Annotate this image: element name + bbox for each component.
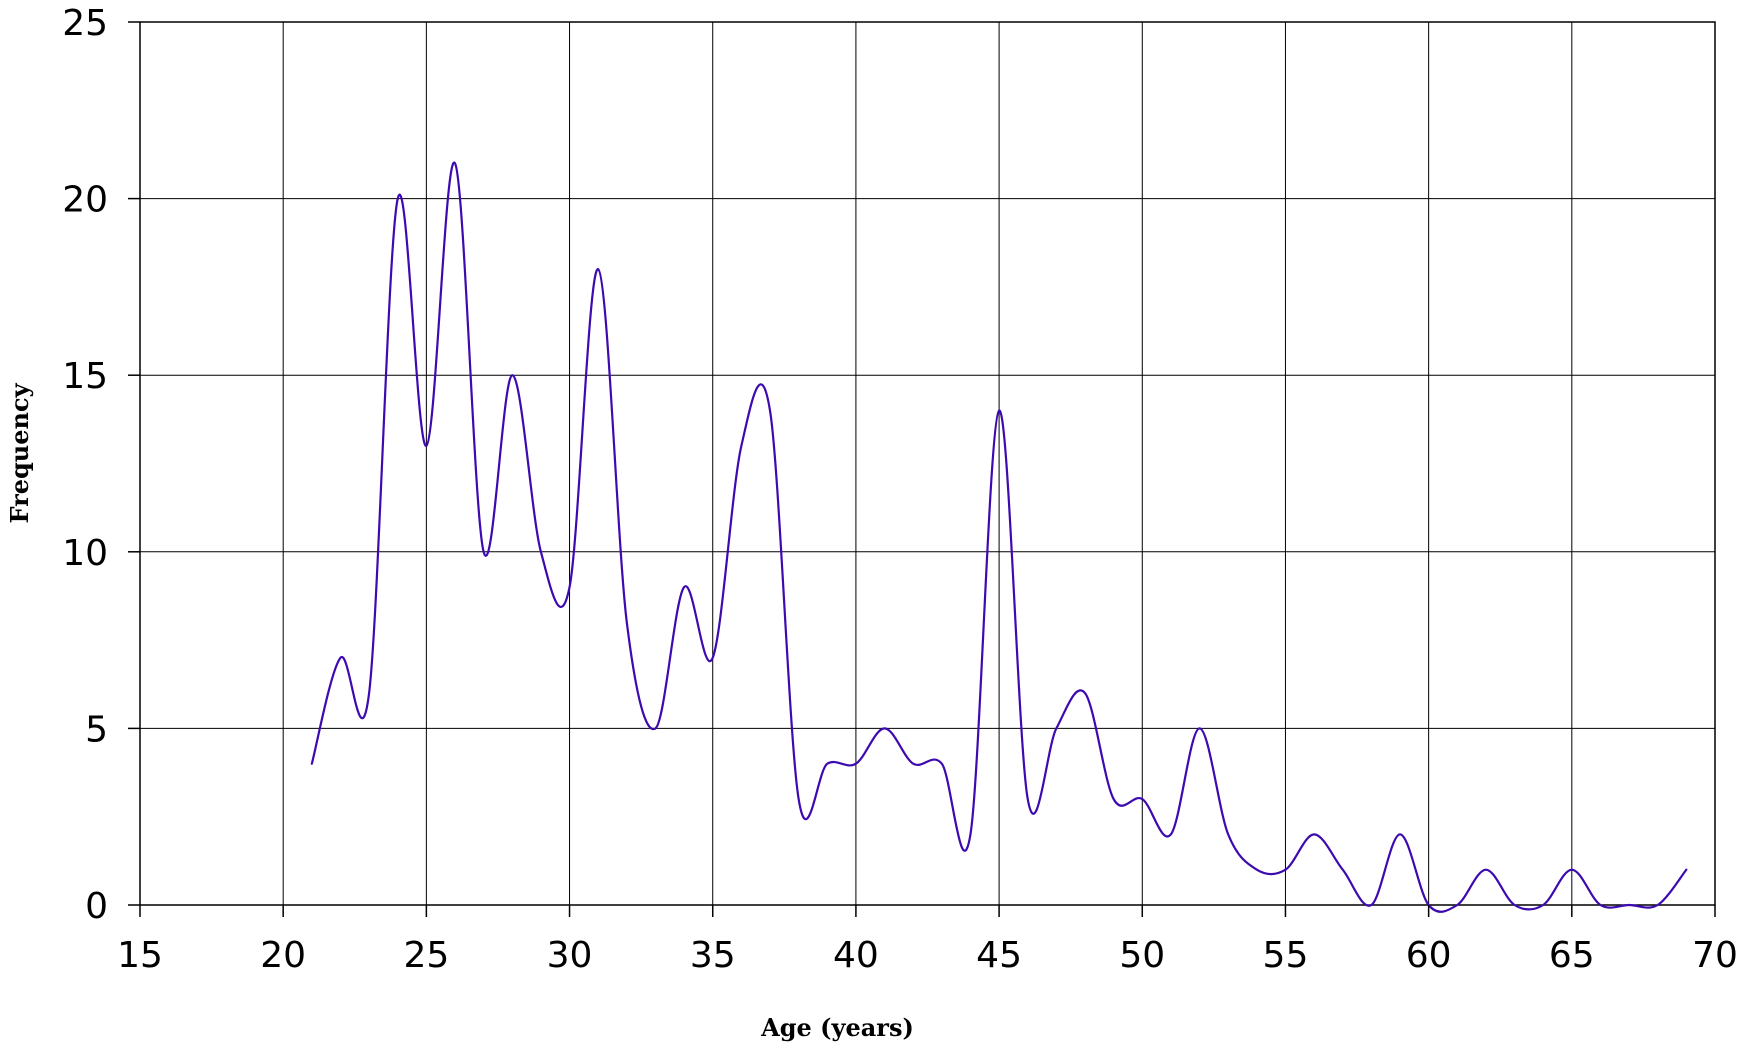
x-tick-label: 30 <box>547 935 593 976</box>
x-tick-label: 45 <box>976 935 1022 976</box>
y-tick-label: 15 <box>62 356 108 397</box>
y-tick-label: 20 <box>62 180 108 221</box>
tick-labels: 15 20 25 30 35 40 45 50 55 60 65 70 0 5 10 15 20 25 <box>62 3 1738 976</box>
x-tick-label: 50 <box>1119 935 1165 976</box>
series-layer <box>310 161 1688 913</box>
x-tick-label: 70 <box>1692 935 1738 976</box>
y-axis-title: Frequency <box>5 382 34 523</box>
y-tick-label: 0 <box>85 886 108 927</box>
x-tick-label: 20 <box>260 935 306 976</box>
x-axis-title: Age (years) <box>760 1013 914 1042</box>
y-tick-label: 10 <box>62 533 108 574</box>
x-tick-label: 15 <box>117 935 163 976</box>
x-tick-label: 40 <box>833 935 879 976</box>
x-tick-label: 65 <box>1549 935 1595 976</box>
grid <box>139 21 1716 906</box>
x-tick-label: 25 <box>403 935 449 976</box>
frequency-series-line <box>310 161 1688 913</box>
x-tick-label: 60 <box>1406 935 1452 976</box>
y-tick-label: 25 <box>62 3 108 44</box>
y-tick-label: 5 <box>85 709 108 750</box>
plot-area-frame <box>139 21 1716 906</box>
x-tick-label: 35 <box>690 935 736 976</box>
x-tick-label: 55 <box>1263 935 1309 976</box>
